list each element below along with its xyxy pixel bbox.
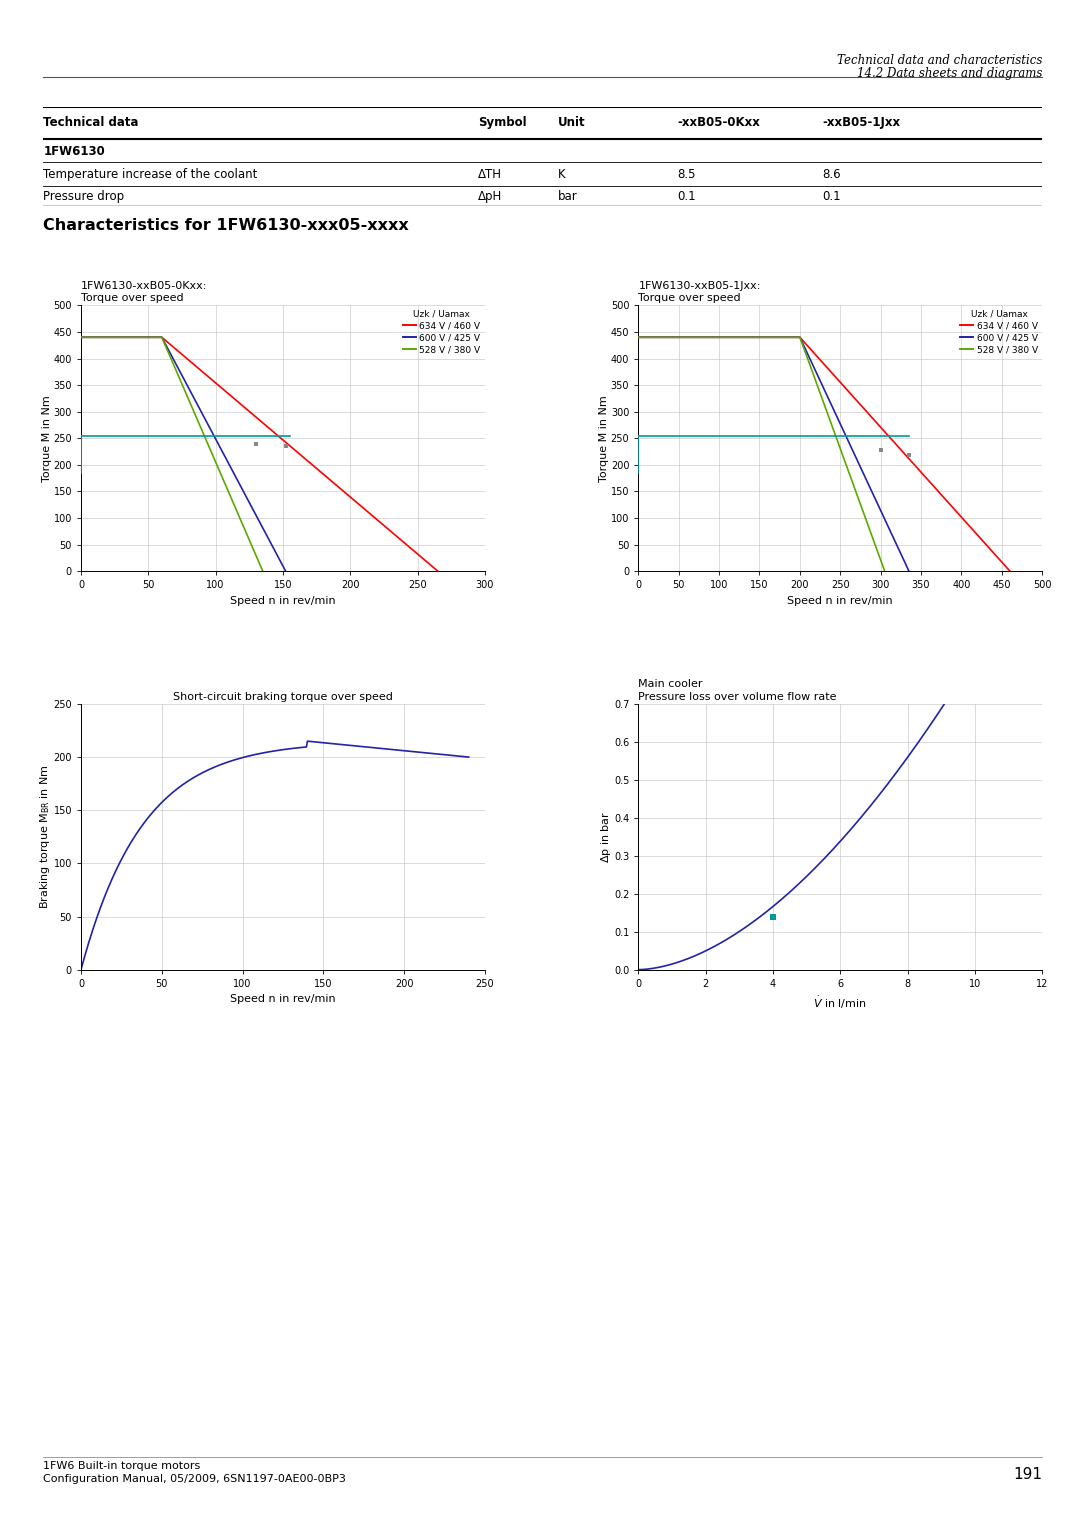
Text: ΔpH: ΔpH xyxy=(477,189,502,203)
Text: 1FW6 Built-in torque motors: 1FW6 Built-in torque motors xyxy=(43,1461,201,1472)
Y-axis label: Braking torque M$_\mathregular{BR}$ in Nm: Braking torque M$_\mathregular{BR}$ in N… xyxy=(38,765,52,909)
Legend: 634 V / 460 V, 600 V / 425 V, 528 V / 380 V: 634 V / 460 V, 600 V / 425 V, 528 V / 38… xyxy=(403,310,481,354)
Text: -xxB05-0Kxx: -xxB05-0Kxx xyxy=(677,116,760,128)
Text: K: K xyxy=(557,168,565,180)
X-axis label: $\dot{V}$ in l/min: $\dot{V}$ in l/min xyxy=(813,994,867,1011)
Text: Configuration Manual, 05/2009, 6SN1197-0AE00-0BP3: Configuration Manual, 05/2009, 6SN1197-0… xyxy=(43,1474,346,1484)
Y-axis label: Torque M in Nm: Torque M in Nm xyxy=(599,395,609,481)
Y-axis label: $\Delta$p in bar: $\Delta$p in bar xyxy=(598,811,612,863)
Text: Technical data: Technical data xyxy=(43,116,138,128)
Text: Unit: Unit xyxy=(557,116,585,128)
Text: -xxB05-1Jxx: -xxB05-1Jxx xyxy=(823,116,901,128)
Text: Temperature increase of the coolant: Temperature increase of the coolant xyxy=(43,168,257,180)
Text: 0.1: 0.1 xyxy=(677,189,697,203)
Text: ΔTH: ΔTH xyxy=(477,168,502,180)
Text: 0.1: 0.1 xyxy=(823,189,841,203)
Legend: 634 V / 460 V, 600 V / 425 V, 528 V / 380 V: 634 V / 460 V, 600 V / 425 V, 528 V / 38… xyxy=(960,310,1038,354)
X-axis label: Speed n in rev/min: Speed n in rev/min xyxy=(230,596,336,606)
Text: 1FW6130-xxB05-0Kxx:
Torque over speed: 1FW6130-xxB05-0Kxx: Torque over speed xyxy=(81,281,207,304)
Text: Symbol: Symbol xyxy=(477,116,526,128)
Text: Pressure drop: Pressure drop xyxy=(43,189,124,203)
Text: 8.5: 8.5 xyxy=(677,168,697,180)
Text: Characteristics for 1FW6130-xxx05-xxxx: Characteristics for 1FW6130-xxx05-xxxx xyxy=(43,218,409,234)
Text: 14.2 Data sheets and diagrams: 14.2 Data sheets and diagrams xyxy=(856,67,1042,81)
Text: Technical data and characteristics: Technical data and characteristics xyxy=(837,53,1042,67)
Y-axis label: Torque M in Nm: Torque M in Nm xyxy=(42,395,52,481)
Title: Short-circuit braking torque over speed: Short-circuit braking torque over speed xyxy=(173,692,393,702)
Text: 191: 191 xyxy=(1013,1467,1042,1483)
X-axis label: Speed n in rev/min: Speed n in rev/min xyxy=(230,994,336,1005)
Text: 8.6: 8.6 xyxy=(823,168,841,180)
Text: Main cooler
Pressure loss over volume flow rate: Main cooler Pressure loss over volume fl… xyxy=(638,680,837,702)
Text: 1FW6130: 1FW6130 xyxy=(43,145,105,157)
Text: bar: bar xyxy=(557,189,578,203)
Text: 1FW6130-xxB05-1Jxx:
Torque over speed: 1FW6130-xxB05-1Jxx: Torque over speed xyxy=(638,281,760,304)
X-axis label: Speed n in rev/min: Speed n in rev/min xyxy=(787,596,893,606)
